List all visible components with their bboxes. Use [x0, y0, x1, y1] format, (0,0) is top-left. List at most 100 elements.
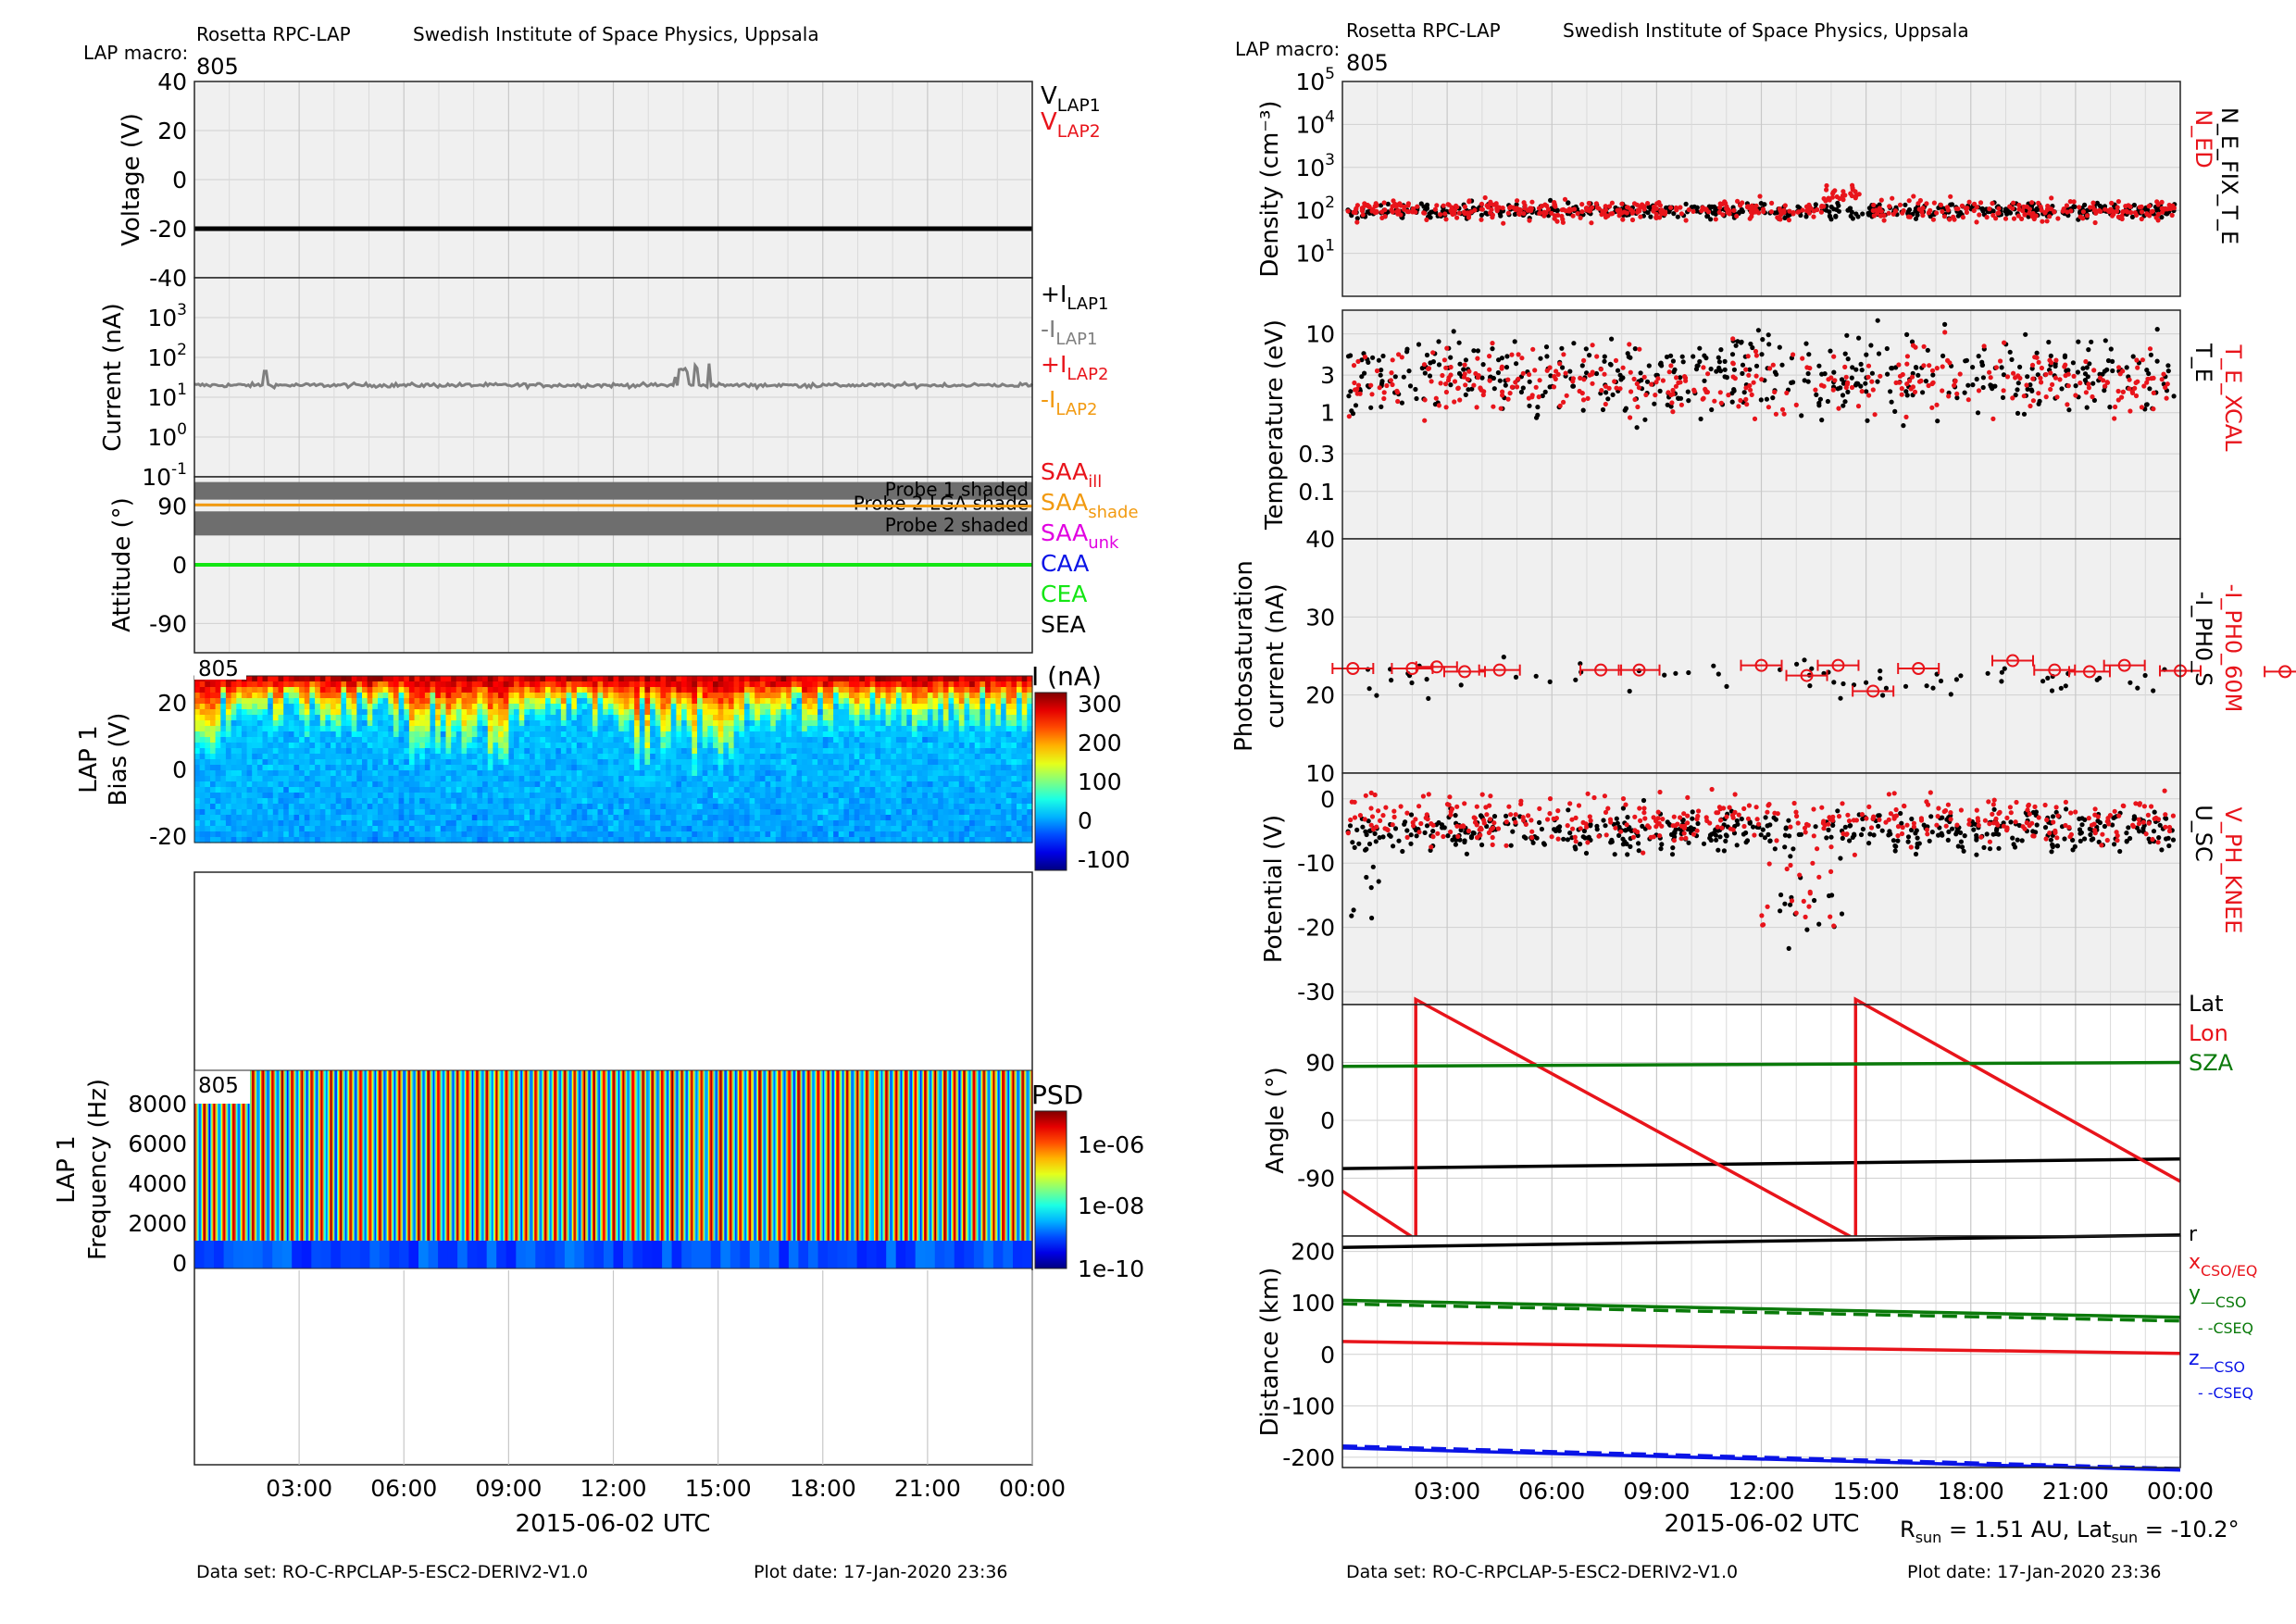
heatmap-cell — [932, 787, 939, 793]
heatmap-cell — [755, 826, 761, 832]
heatmap-cell — [367, 776, 373, 782]
heatmap-cell — [917, 676, 923, 682]
heatmap-cell — [545, 754, 552, 760]
heatmap-cell — [315, 704, 321, 710]
heatmap-cell — [917, 770, 923, 777]
heatmap-cell — [749, 737, 755, 743]
heatmap-cell — [623, 787, 630, 793]
heatmap-cell — [487, 798, 494, 805]
heatmap-cell — [980, 787, 986, 793]
heatmap-cell — [927, 815, 934, 821]
heatmap-cell — [607, 815, 615, 821]
heatmap-cell — [828, 770, 834, 777]
heatmap-cell — [299, 831, 306, 838]
heatmap-cell — [1021, 687, 1028, 693]
heatmap-cell — [670, 770, 677, 777]
heatmap-cell — [723, 748, 730, 755]
heatmap-cell — [362, 759, 368, 766]
heatmap-cell — [477, 748, 483, 755]
heatmap-cell — [802, 820, 808, 827]
heatmap-cell — [194, 720, 201, 727]
heatmap-cell — [650, 804, 656, 810]
heatmap-cell — [812, 687, 818, 693]
heatmap-cell — [530, 748, 536, 755]
heatmap-cell — [382, 759, 389, 766]
heatmap-cell — [765, 748, 771, 755]
heatmap-cell — [833, 754, 840, 760]
heatmap-cell — [639, 748, 646, 755]
heatmap-cell — [408, 837, 416, 843]
heatmap-cell — [440, 820, 447, 827]
heatmap-cell — [503, 815, 509, 821]
heatmap-cell — [655, 737, 662, 743]
heatmap-cell — [922, 787, 929, 793]
heatmap-cell — [246, 804, 253, 810]
heatmap-cell — [838, 809, 844, 816]
heatmap-cell — [362, 709, 368, 716]
heatmap-cell — [775, 698, 782, 705]
heatmap-cell — [252, 809, 258, 816]
heatmap-cell — [430, 737, 436, 743]
heatmap-cell — [231, 826, 237, 832]
heatmap-cell — [942, 793, 950, 799]
heatmap-cell — [697, 709, 704, 716]
heatmap-cell — [859, 731, 866, 738]
heatmap-cell — [445, 820, 452, 827]
heatmap-cell — [455, 815, 463, 821]
heatmap-cell — [362, 781, 368, 788]
heatmap-cell — [733, 826, 740, 832]
heatmap-cell — [775, 815, 782, 821]
heatmap-cell — [319, 737, 327, 743]
heatmap-cell — [780, 681, 787, 688]
heatmap-cell — [335, 709, 342, 716]
heatmap-cell — [440, 693, 447, 699]
heatmap-cell — [666, 776, 672, 782]
heatmap-cell — [702, 820, 708, 827]
heatmap-cell — [1021, 759, 1028, 766]
heatmap-cell — [467, 781, 473, 788]
heatmap-cell — [1021, 681, 1028, 688]
heatmap-cell — [974, 720, 981, 727]
heatmap-cell — [739, 759, 745, 766]
heatmap-cell — [629, 804, 635, 810]
heatmap-cell — [288, 776, 295, 782]
heatmap-cell — [199, 737, 206, 743]
heatmap-cell — [681, 748, 688, 755]
heatmap-cell — [812, 743, 818, 749]
heatmap-cell — [597, 798, 604, 805]
heatmap-cell — [859, 698, 866, 705]
heatmap-cell — [713, 831, 719, 838]
heatmap-cell — [942, 759, 950, 766]
heatmap-cell — [954, 715, 960, 721]
heatmap-cell — [927, 831, 934, 838]
heatmap-cell — [545, 737, 552, 743]
heatmap-cell — [278, 743, 284, 749]
heatmap-cell — [581, 759, 588, 766]
heatmap-cell — [806, 787, 814, 793]
heatmap-cell — [404, 765, 410, 771]
heatmap-cell — [670, 748, 677, 755]
heatmap-cell — [728, 748, 735, 755]
heatmap-cell — [498, 765, 505, 771]
heatmap-cell — [304, 709, 311, 716]
heatmap-cell — [1021, 781, 1028, 788]
heatmap-cell — [341, 798, 347, 805]
heatmap-cell — [540, 687, 546, 693]
heatmap-cell — [634, 809, 641, 816]
heatmap-cell — [749, 831, 755, 838]
heatmap-cell — [613, 720, 619, 727]
heatmap-cell — [697, 693, 704, 699]
heatmap-cell — [927, 798, 934, 805]
heatmap-cell — [530, 726, 536, 732]
heatmap-cell — [765, 820, 771, 827]
heatmap-cell — [304, 748, 311, 755]
heatmap-cell — [367, 820, 373, 827]
heatmap-cell — [911, 748, 918, 755]
heatmap-cell — [802, 776, 808, 782]
heatmap-cell — [367, 804, 373, 810]
heatmap-cell — [791, 687, 798, 693]
heatmap-cell — [885, 798, 892, 805]
heatmap-cell — [828, 759, 834, 766]
heatmap-cell — [875, 681, 881, 688]
heatmap-cell — [660, 793, 667, 799]
